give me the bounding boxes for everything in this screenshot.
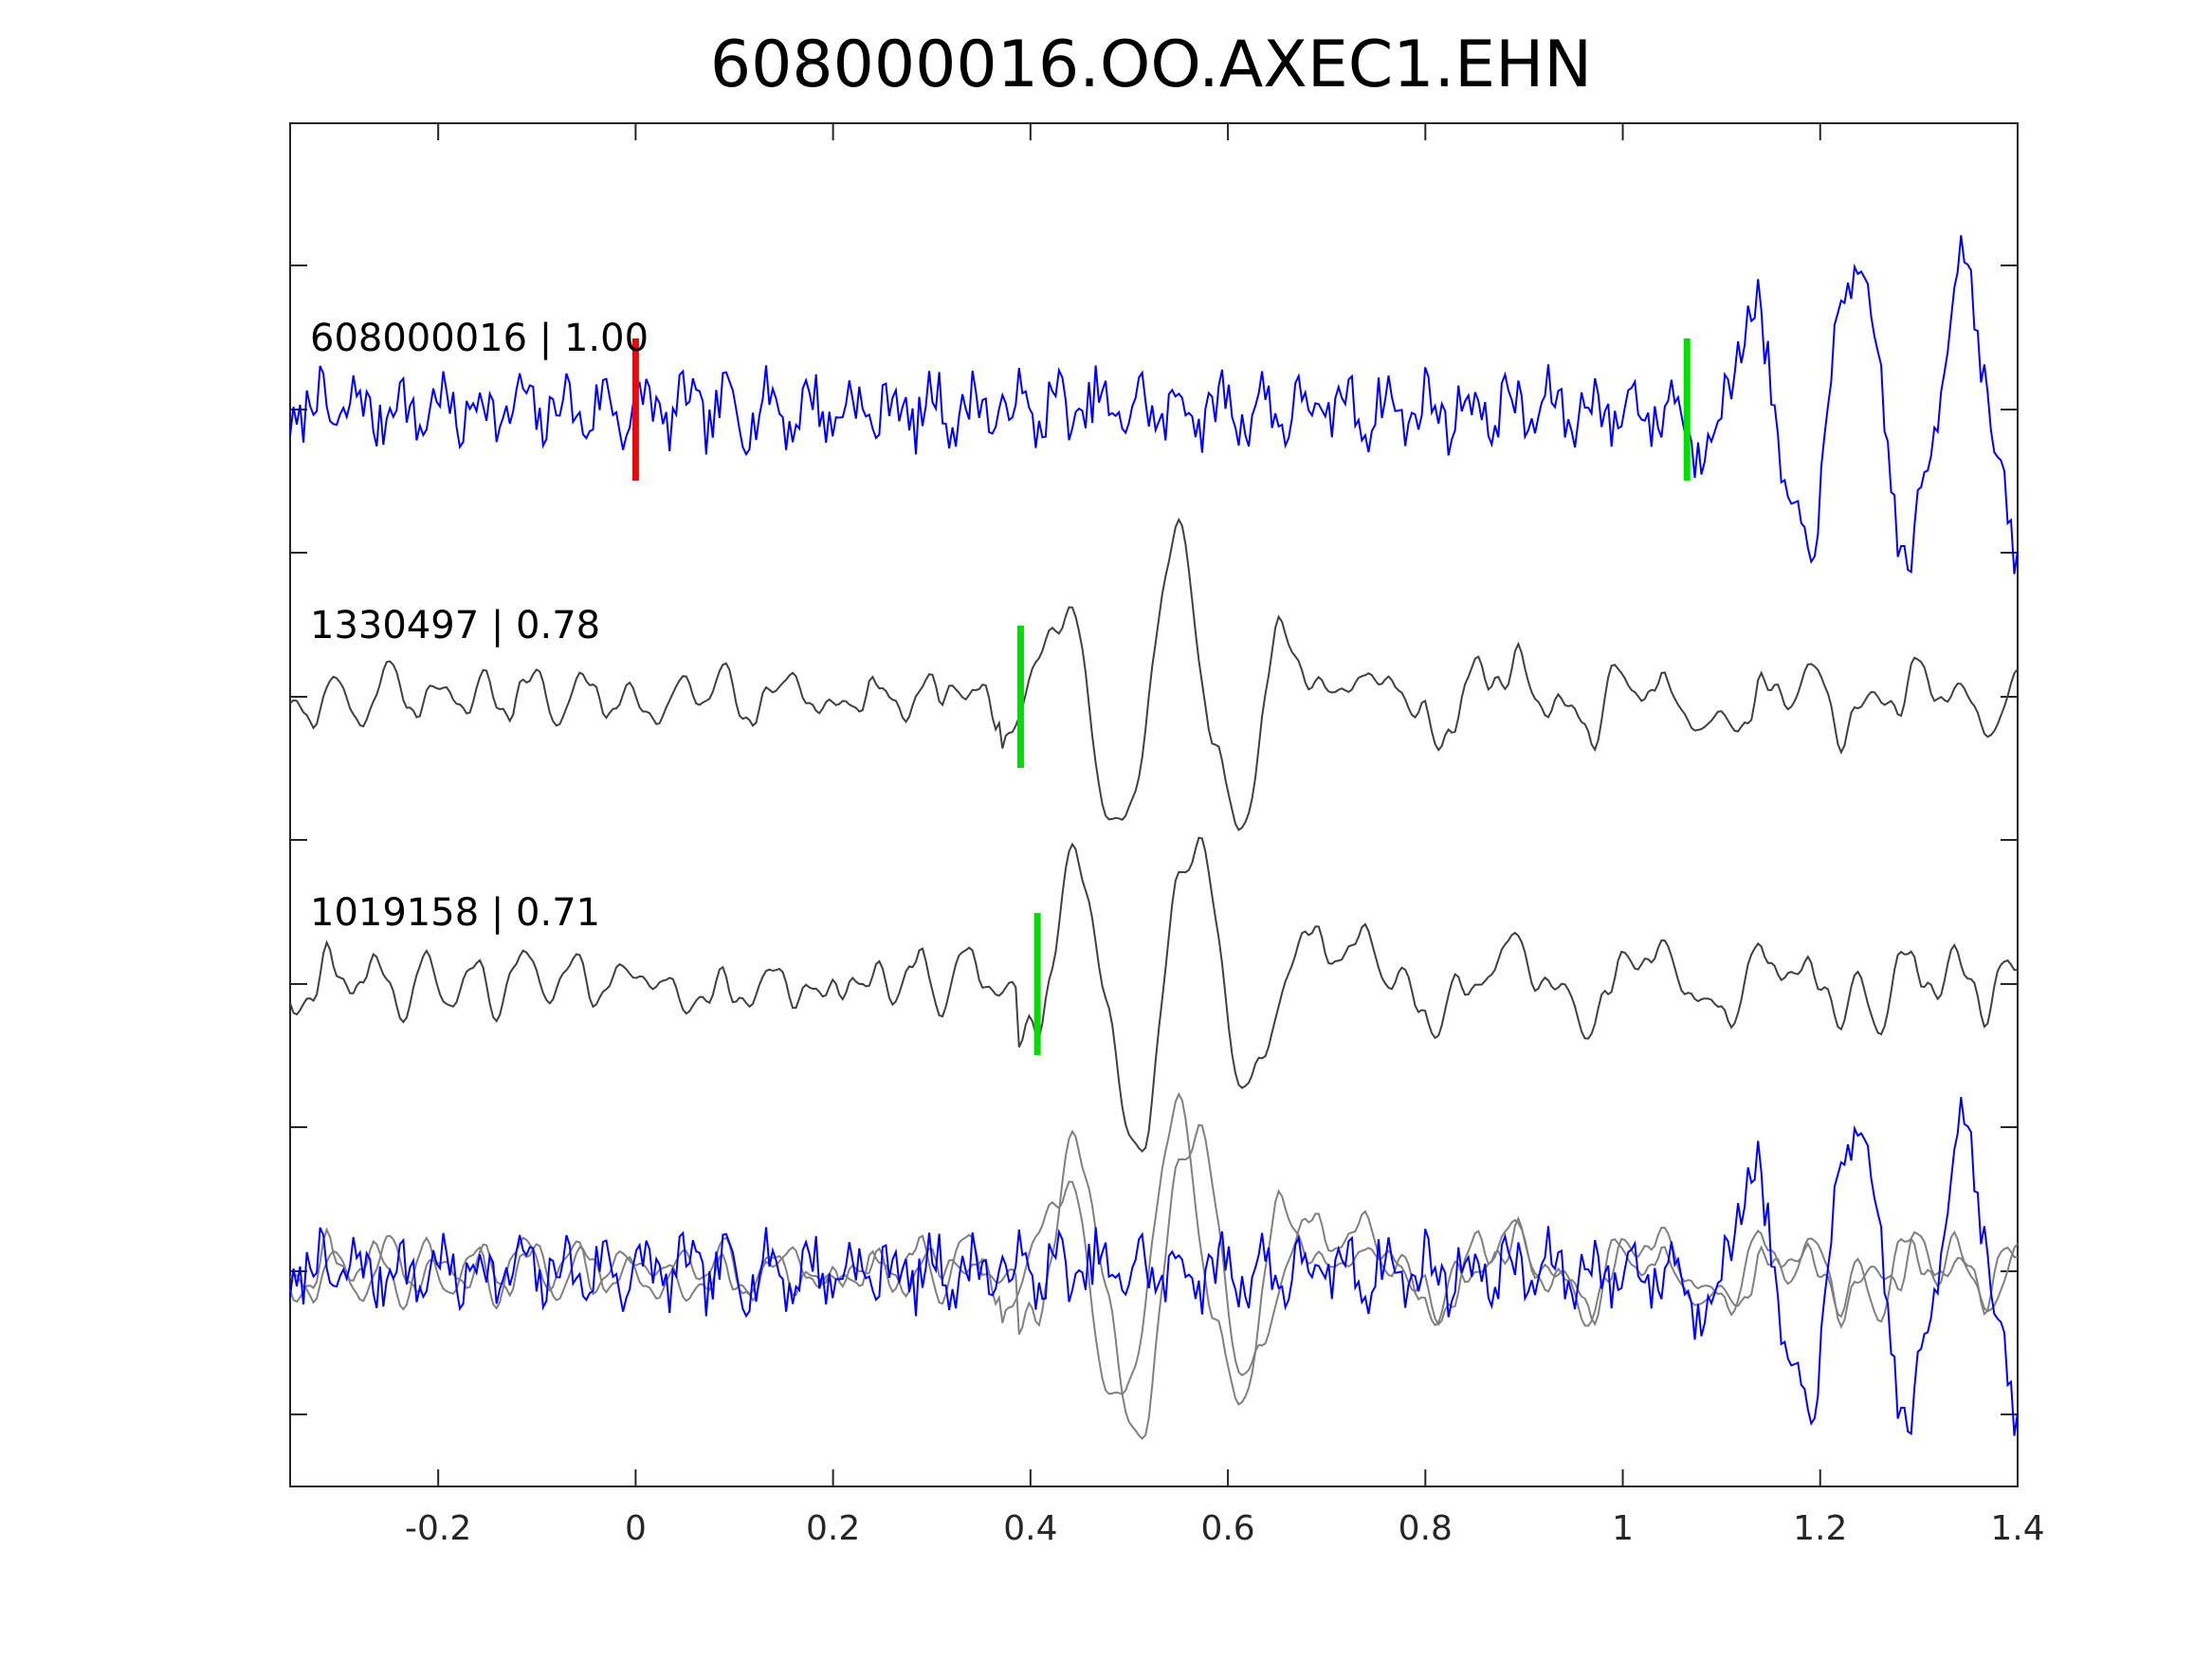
trace-label: 1019158 | 0.71 xyxy=(310,891,600,935)
trace-label: 1330497 | 0.78 xyxy=(310,604,600,647)
x-tick-label: 1.4 xyxy=(1990,1509,2044,1548)
waveform-traces xyxy=(289,235,2019,1440)
trace-608000016 xyxy=(289,235,2019,574)
x-tick-label: 0 xyxy=(625,1509,647,1548)
overlay-trace-1019158 xyxy=(289,1123,2018,1440)
phase-picks xyxy=(631,338,1691,1055)
trace-1019158 xyxy=(289,836,2018,1153)
trace-label: 608000016 | 1.00 xyxy=(310,317,649,360)
x-tick-label: 0.2 xyxy=(806,1509,860,1548)
x-tick-labels: -0.2 0 0.2 0.4 0.6 0.8 1 1.2 1.4 xyxy=(405,1509,2045,1548)
axis-ticks xyxy=(290,123,2019,1486)
x-tick-label: 0.8 xyxy=(1398,1509,1453,1548)
plot-area xyxy=(289,122,2019,1487)
chart-title: 608000016.OO.AXEC1.EHN xyxy=(710,27,1592,102)
x-tick-label: 0.4 xyxy=(1003,1509,1057,1548)
x-tick-label: 1 xyxy=(1612,1509,1634,1548)
overlay-trace-608000016 xyxy=(289,1097,2019,1436)
x-tick-label: 0.6 xyxy=(1200,1509,1254,1548)
overlay-trace-1330497 xyxy=(289,1091,2019,1406)
x-tick-label: 1.2 xyxy=(1793,1509,1847,1548)
trace-labels: 608000016 | 1.00 1330497 | 0.78 1019158 | … xyxy=(310,317,649,935)
trace-1330497 xyxy=(289,517,2019,831)
x-tick-label: -0.2 xyxy=(405,1509,471,1548)
